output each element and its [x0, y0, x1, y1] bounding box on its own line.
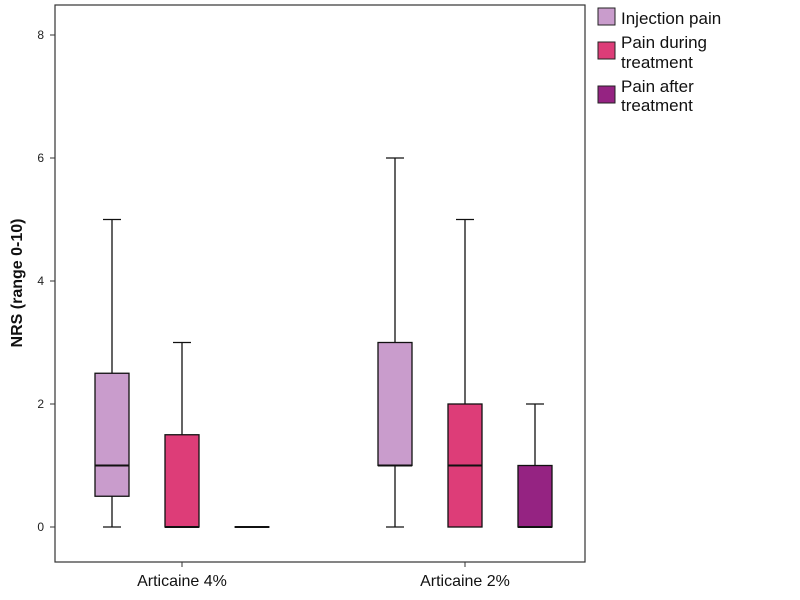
plot-frame: [54, 4, 586, 563]
y-tick-label: 4: [37, 274, 44, 288]
box-rect: [94, 372, 130, 497]
x-axis: Articaine 4% Articaine 2%: [137, 562, 510, 590]
legend-label: Pain during: [621, 33, 707, 52]
box: [164, 341, 200, 528]
y-axis-title: NRS (range 0-10): [9, 219, 26, 348]
x-category-label: Articaine 2%: [420, 573, 510, 590]
box-rect: [517, 464, 553, 528]
box-rect: [377, 341, 413, 467]
box-series: [94, 157, 553, 528]
box-rect: [164, 434, 200, 528]
legend-swatch: [597, 7, 616, 26]
legend-label: Injection pain: [621, 9, 721, 28]
legend-label: treatment: [621, 96, 693, 115]
y-tick-label: 2: [37, 397, 44, 411]
legend-swatch: [597, 85, 616, 104]
y-tick-label: 6: [37, 151, 44, 165]
legend-label: Pain after: [621, 77, 694, 96]
box: [377, 157, 413, 528]
x-category-label: Articaine 4%: [137, 573, 227, 590]
box: [94, 218, 130, 528]
legend-swatch: [597, 41, 616, 60]
y-tick-label: 8: [37, 28, 44, 42]
y-axis: 0 2 4 6 8: [37, 28, 55, 534]
legend-label: treatment: [621, 53, 693, 72]
box: [447, 218, 483, 528]
box: [517, 403, 553, 528]
y-tick-label: 0: [37, 520, 44, 534]
